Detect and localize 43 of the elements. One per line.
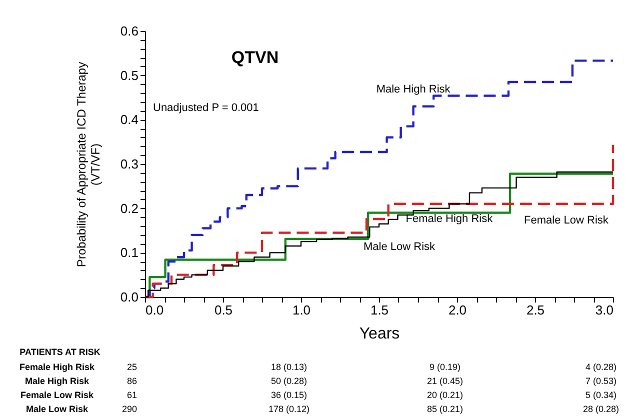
annotation: Unadjusted P = 0.001	[153, 102, 259, 114]
x-tick-label: 0.5	[214, 302, 233, 318]
x-tick-label: 2.5	[526, 302, 545, 318]
text: Male High Risk	[24, 376, 90, 386]
y-axis-title: Probability of Appropriate ICD Therapy (VT/VF)	[74, 62, 102, 268]
y-tick-label: 0.5	[120, 68, 138, 83]
text: 61	[126, 390, 137, 400]
y-tick-label: 0.6	[120, 24, 138, 38]
x-tick-label: 0.0	[146, 302, 164, 318]
text: Female High Risk	[19, 362, 96, 372]
y-tick-label: 0.4	[120, 112, 138, 128]
series-label: Female High Risk	[406, 212, 494, 225]
y-tick-label: 0.1	[120, 245, 138, 260]
series-label: Male High Risk	[376, 84, 451, 96]
text: 18 (0.13)	[270, 362, 308, 372]
x-tick-label: 1.0	[292, 302, 311, 318]
x-tick-label: 1.5	[370, 302, 389, 318]
y-tick-label: 0.2	[120, 200, 138, 216]
text: 9 (0.19)	[429, 362, 461, 372]
x-axis-title: Years	[359, 326, 400, 342]
text: 7 (0.53)	[585, 376, 617, 386]
text: 28 (0.28)	[582, 404, 620, 414]
text: 50 (0.28)	[270, 376, 308, 386]
x-tick-label: 2.0	[448, 302, 467, 318]
series-label: Male Low Risk	[364, 240, 436, 253]
text: 5 (0.34)	[585, 390, 617, 400]
text: 178 (0.12)	[268, 404, 310, 414]
text: Female Low Risk	[20, 390, 95, 400]
text: QTVN	[231, 48, 279, 67]
x-tick-label: 3.0	[595, 302, 614, 318]
text: 290	[122, 404, 137, 414]
text: 86	[126, 376, 137, 386]
y-tick-label: 0.0	[120, 290, 138, 304]
text: 36 (0.15)	[270, 390, 308, 400]
text: 25	[126, 362, 137, 372]
text: PATIENTS AT RISK	[20, 347, 101, 357]
y-tick-label: 0.3	[120, 156, 138, 172]
text: Male Low Risk	[26, 404, 89, 414]
text: 85 (0.21)	[426, 404, 464, 414]
series-label: Female Low Risk	[524, 214, 609, 227]
text: 4 (0.28)	[585, 362, 617, 372]
text: 20 (0.21)	[426, 390, 464, 400]
text: 21 (0.45)	[426, 376, 464, 386]
